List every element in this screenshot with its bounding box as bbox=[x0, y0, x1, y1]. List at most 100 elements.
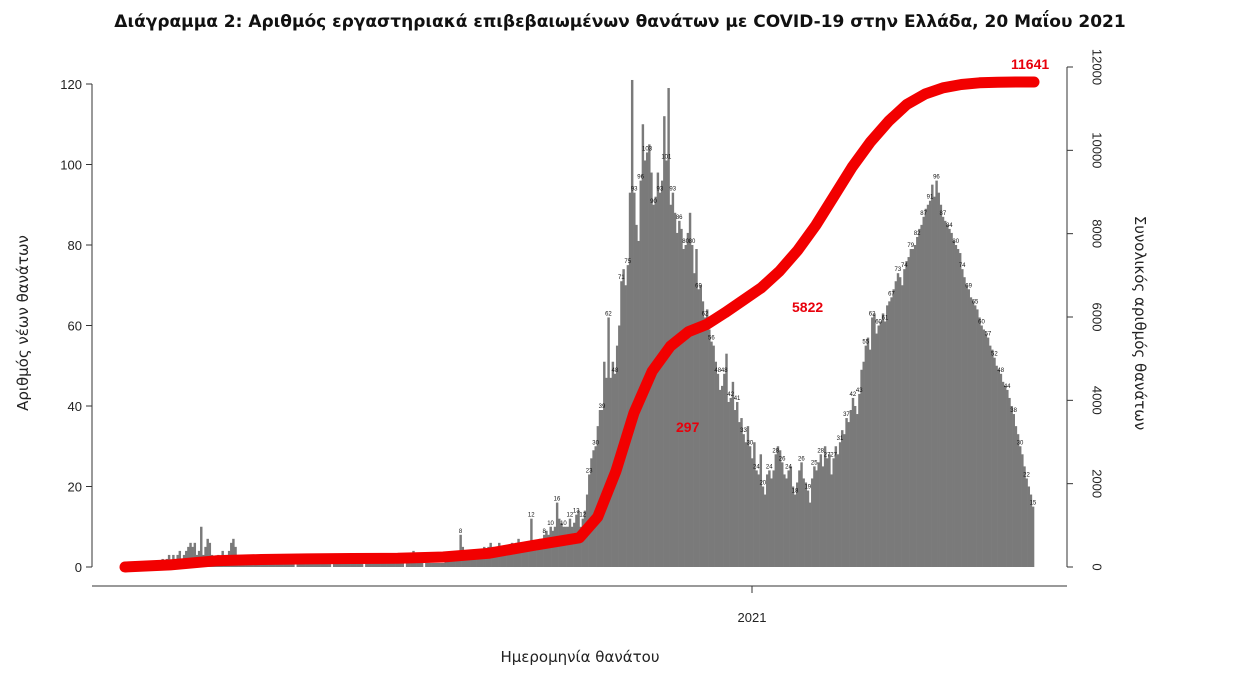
bar bbox=[442, 562, 445, 567]
bar bbox=[688, 212, 692, 568]
bar bbox=[847, 422, 850, 567]
bar bbox=[697, 289, 700, 567]
bar bbox=[528, 546, 531, 568]
bar bbox=[931, 184, 934, 568]
bar bbox=[941, 216, 945, 567]
bar bbox=[731, 381, 735, 567]
bar bbox=[956, 249, 960, 567]
bar bbox=[905, 261, 908, 567]
bar bbox=[1018, 446, 1022, 567]
bar bbox=[821, 466, 825, 568]
y-axis-left-tick-label: 80 bbox=[68, 238, 82, 253]
bar bbox=[965, 285, 968, 567]
bar bbox=[864, 345, 868, 568]
bar bbox=[476, 554, 480, 567]
bar-value-label: 93 bbox=[631, 187, 638, 193]
bar bbox=[607, 317, 610, 567]
bar-value-label: 15 bbox=[1030, 501, 1037, 507]
bar bbox=[380, 562, 383, 567]
bar bbox=[307, 562, 310, 567]
bar bbox=[875, 333, 878, 567]
bar-value-label: 48 bbox=[721, 368, 728, 374]
bar bbox=[716, 373, 720, 567]
bar bbox=[849, 410, 853, 567]
bar bbox=[382, 562, 385, 567]
bar bbox=[600, 410, 604, 567]
bar bbox=[999, 373, 1003, 567]
bar bbox=[450, 558, 454, 567]
cumulative-value-label: 11641 bbox=[1011, 56, 1049, 72]
y-axis-right-tick-label: 2000 bbox=[1090, 469, 1105, 498]
bar bbox=[352, 562, 355, 567]
bar bbox=[435, 562, 439, 567]
bar bbox=[429, 562, 432, 567]
bar bbox=[581, 518, 585, 567]
bar bbox=[187, 546, 190, 568]
bar bbox=[772, 470, 775, 567]
bar-value-label: 37 bbox=[843, 412, 850, 418]
bar bbox=[890, 297, 893, 567]
bar-value-label: 18 bbox=[792, 489, 799, 495]
bar bbox=[275, 562, 278, 567]
bar-value-label: 42 bbox=[849, 392, 856, 398]
bar bbox=[926, 204, 930, 567]
bar bbox=[746, 426, 750, 568]
bar bbox=[540, 542, 544, 567]
bar bbox=[907, 257, 910, 567]
bar bbox=[208, 542, 212, 567]
bar bbox=[358, 562, 362, 567]
bar bbox=[200, 526, 203, 567]
bar-value-label: 12 bbox=[567, 513, 574, 519]
bar bbox=[386, 562, 389, 567]
bar bbox=[736, 401, 739, 567]
bar bbox=[425, 562, 428, 567]
bar-value-label: 101 bbox=[661, 154, 672, 160]
bar bbox=[296, 562, 299, 567]
bar-value-label: 22 bbox=[1023, 472, 1030, 478]
bar bbox=[995, 365, 998, 567]
bar bbox=[596, 426, 600, 568]
bar bbox=[828, 454, 831, 567]
bar bbox=[633, 192, 636, 567]
bar-value-label: 86 bbox=[676, 215, 683, 221]
bar bbox=[982, 329, 985, 567]
bar bbox=[298, 562, 302, 567]
bar-value-label: 24 bbox=[766, 464, 773, 470]
bar bbox=[448, 558, 452, 567]
bar-value-label: 80 bbox=[682, 239, 689, 245]
bar bbox=[759, 454, 763, 567]
bar bbox=[920, 224, 923, 568]
bar-value-label: 55 bbox=[862, 340, 869, 346]
bar bbox=[377, 562, 381, 567]
bar bbox=[401, 562, 404, 567]
bar-value-label: 27 bbox=[830, 452, 837, 458]
bar bbox=[519, 542, 522, 567]
bar bbox=[813, 466, 816, 568]
bar bbox=[680, 228, 683, 567]
bar bbox=[916, 236, 919, 567]
bar bbox=[354, 562, 357, 567]
bar-value-label: 23 bbox=[586, 468, 593, 474]
bar bbox=[551, 530, 555, 567]
bar bbox=[1010, 406, 1013, 567]
bar bbox=[853, 406, 857, 567]
bar bbox=[315, 562, 319, 567]
bar bbox=[292, 562, 295, 567]
bar bbox=[532, 546, 535, 568]
bar bbox=[826, 458, 829, 567]
bar bbox=[594, 446, 597, 567]
y-axis-right-title: Συνολικός αριθμός θανάτων bbox=[1131, 216, 1149, 431]
bar bbox=[1012, 414, 1015, 567]
bar bbox=[305, 562, 308, 567]
bar bbox=[952, 240, 955, 567]
bar-value-label: 24 bbox=[753, 464, 760, 470]
bar bbox=[508, 550, 512, 567]
bar bbox=[521, 546, 525, 568]
bar-value-label: 65 bbox=[972, 299, 979, 305]
bar bbox=[493, 550, 497, 567]
bar bbox=[347, 562, 351, 567]
bar bbox=[776, 446, 780, 567]
bar-value-label: 75 bbox=[624, 259, 631, 265]
bar bbox=[787, 470, 790, 567]
